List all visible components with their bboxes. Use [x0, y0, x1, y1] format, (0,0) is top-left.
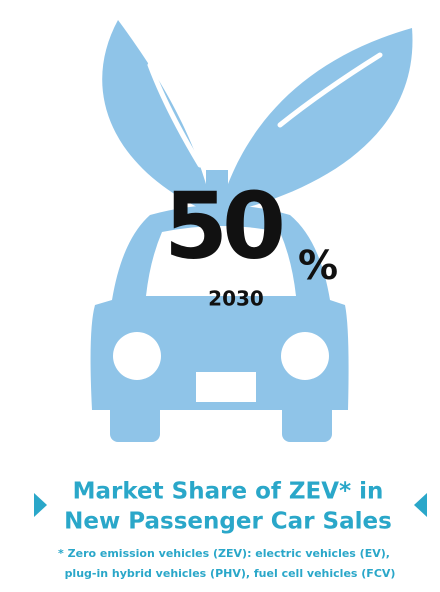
- footnote-line: plug-in hybrid vehicles (PHV), fuel cell…: [65, 567, 396, 580]
- license-plate: [196, 372, 256, 402]
- left-wheel: [110, 400, 160, 442]
- left-headlight: [113, 332, 161, 380]
- left-arrow: [34, 493, 47, 517]
- title-line: New Passenger Car Sales: [64, 509, 392, 535]
- year: 2030: [208, 287, 264, 311]
- leaf-veins: [147, 52, 383, 168]
- right-arrow: [414, 493, 427, 517]
- left-leaf: [102, 20, 214, 215]
- big-value: 50: [164, 172, 282, 279]
- left-vein: [147, 62, 203, 168]
- right-wheel: [282, 400, 332, 442]
- unit: %: [298, 243, 338, 289]
- right-leaf: [218, 28, 413, 215]
- right-vein: [277, 52, 383, 128]
- windshield: [146, 226, 296, 296]
- right-headlight: [281, 332, 329, 380]
- footnote-line: * Zero emission vehicles (ZEV): electric…: [58, 547, 390, 560]
- title-line: Market Share of ZEV* in: [73, 479, 384, 505]
